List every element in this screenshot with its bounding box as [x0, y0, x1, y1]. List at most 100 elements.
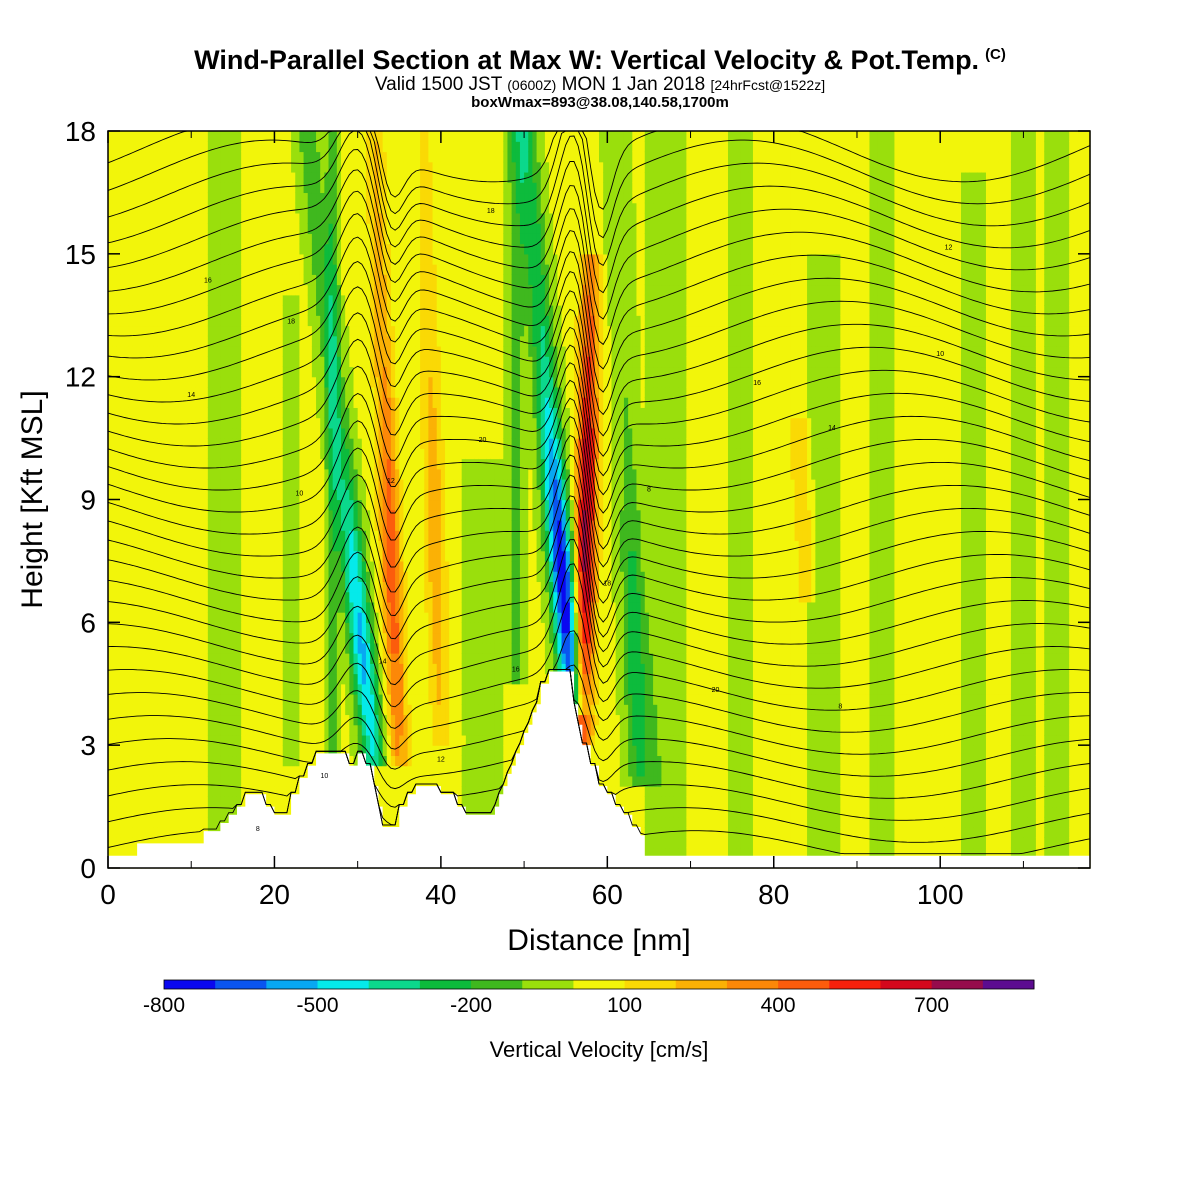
- velocity-cell: [178, 489, 184, 501]
- velocity-cell: [128, 509, 134, 521]
- velocity-cell: [174, 550, 180, 562]
- velocity-cell: [345, 356, 350, 368]
- velocity-cell: [295, 345, 301, 357]
- velocity-cell: [212, 223, 217, 234]
- velocity-cell: [286, 325, 292, 337]
- velocity-cell: [274, 243, 280, 255]
- velocity-cell: [257, 284, 263, 296]
- velocity-cell: [191, 171, 196, 183]
- velocity-cell: [324, 673, 330, 685]
- velocity-cell: [291, 663, 296, 675]
- velocity-cell: [108, 693, 113, 705]
- velocity-cell: [266, 601, 271, 613]
- velocity-cell: [203, 161, 209, 173]
- velocity-cell: [353, 550, 359, 562]
- velocity-cell: [108, 642, 113, 654]
- velocity-cell: [128, 171, 134, 183]
- velocity-cell: [324, 663, 330, 675]
- velocity-cell: [116, 745, 122, 757]
- velocity-cell: [220, 734, 226, 746]
- velocity-cell: [174, 131, 180, 142]
- box-wmax-line: boxWmax=893@38.08,140.58,1700m: [471, 94, 729, 111]
- velocity-cell: [116, 683, 122, 695]
- velocity-cell: [174, 427, 180, 439]
- velocity-cell: [378, 458, 384, 470]
- velocity-cell: [266, 294, 271, 306]
- velocity-cell: [108, 315, 113, 327]
- velocity-cell: [141, 796, 147, 808]
- velocity-cell: [178, 673, 184, 685]
- velocity-cell: [374, 632, 380, 644]
- velocity-cell: [241, 141, 246, 153]
- velocity-cell: [274, 601, 280, 613]
- velocity-cell: [328, 489, 334, 501]
- velocity-cell: [128, 305, 134, 316]
- velocity-cell: [270, 243, 276, 255]
- velocity-cell: [282, 182, 288, 194]
- velocity-cell: [257, 397, 263, 408]
- velocity-cell: [382, 315, 388, 327]
- velocity-cell: [270, 376, 276, 388]
- velocity-cell: [266, 499, 271, 511]
- velocity-cell: [108, 335, 113, 347]
- velocity-cell: [291, 161, 296, 173]
- velocity-cell: [341, 448, 346, 460]
- velocity-cell: [178, 386, 184, 398]
- velocity-cell: [149, 745, 155, 757]
- velocity-cell: [328, 663, 334, 675]
- velocity-cell: [191, 386, 196, 398]
- velocity-cell: [224, 141, 230, 153]
- velocity-cell: [232, 571, 238, 582]
- velocity-cell: [178, 427, 184, 439]
- velocity-cell: [349, 274, 355, 286]
- velocity-cell: [361, 571, 367, 582]
- velocity-cell: [228, 765, 234, 777]
- velocity-cell: [132, 468, 138, 480]
- velocity-cell: [108, 591, 113, 603]
- velocity-cell: [224, 223, 230, 234]
- velocity-cell: [216, 765, 221, 777]
- velocity-cell: [108, 274, 113, 286]
- velocity-cell: [270, 540, 276, 552]
- velocity-cell: [345, 223, 350, 234]
- velocity-cell: [361, 161, 367, 173]
- velocity-cell: [378, 141, 384, 153]
- velocity-cell: [378, 243, 384, 255]
- velocity-cell: [378, 294, 384, 306]
- velocity-cell: [336, 571, 342, 582]
- velocity-cell: [328, 182, 334, 194]
- velocity-cell: [386, 253, 392, 265]
- velocity-cell: [249, 397, 255, 408]
- velocity-cell: [390, 540, 396, 552]
- velocity-cell: [249, 345, 255, 357]
- velocity-cell: [357, 714, 363, 726]
- velocity-cell: [257, 366, 263, 378]
- velocity-cell: [212, 765, 217, 777]
- velocity-cell: [203, 786, 209, 797]
- velocity-cell: [349, 612, 355, 623]
- velocity-cell: [236, 468, 242, 480]
- velocity-cell: [203, 345, 209, 357]
- velocity-cell: [266, 253, 271, 265]
- velocity-cell: [324, 386, 330, 398]
- velocity-cell: [274, 202, 280, 214]
- velocity-cell: [378, 509, 384, 521]
- velocity-cell: [286, 376, 292, 388]
- velocity-cell: [390, 458, 396, 470]
- velocity-cell: [182, 223, 188, 234]
- velocity-cell: [316, 417, 321, 429]
- velocity-cell: [390, 397, 396, 408]
- velocity-cell: [382, 376, 388, 388]
- velocity-cell: [128, 714, 134, 726]
- velocity-cell: [374, 468, 380, 480]
- velocity-cell: [203, 622, 209, 634]
- velocity-cell: [124, 182, 130, 194]
- velocity-cell: [187, 161, 192, 173]
- velocity-cell: [195, 683, 201, 695]
- velocity-cell: [141, 530, 147, 542]
- velocity-cell: [236, 171, 242, 183]
- velocity-cell: [174, 448, 180, 460]
- velocity-cell: [353, 591, 359, 603]
- velocity-cell: [270, 786, 276, 797]
- velocity-cell: [236, 253, 242, 265]
